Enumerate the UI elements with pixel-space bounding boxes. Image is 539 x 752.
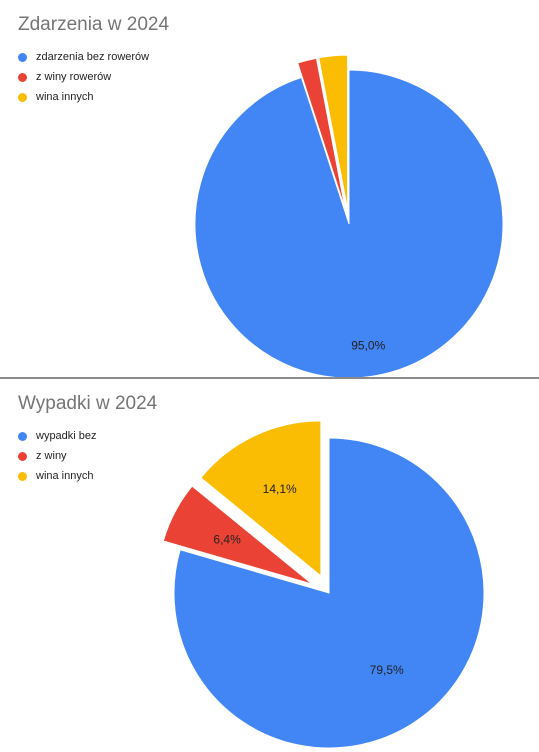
- slice-value-label: 6,4%: [213, 532, 241, 546]
- pie-slice-zdarzenia-bez-rowerow[interactable]: [194, 69, 504, 377]
- chart-panel-wypadki: Wypadki w 2024 wypadki bez z winy wina i…: [0, 379, 539, 752]
- legend-label: zdarzenia bez rowerów: [36, 51, 150, 63]
- legend-item[interactable]: zdarzenia bez rowerów: [18, 47, 149, 67]
- legend-swatch: [18, 52, 27, 62]
- legend-swatch: [18, 451, 27, 461]
- slice-value-label: 79,5%: [370, 663, 404, 677]
- legend-label: z winy: [36, 450, 67, 462]
- chart-panel-zdarzenia: Zdarzenia w 2024 zdarzenia bez rowerów z…: [18, 14, 504, 377]
- legend-label: wina innych: [36, 91, 94, 103]
- chart-title: Zdarzenia w 2024: [18, 14, 170, 35]
- legend-item[interactable]: z winy: [18, 446, 97, 466]
- chart-legend: wypadki bez z winy wina innych: [18, 426, 97, 486]
- legend-swatch: [18, 92, 27, 102]
- legend-item[interactable]: wina innych: [18, 466, 97, 486]
- pie-chart: 95,0%: [194, 54, 504, 377]
- slice-value-label: 95,0%: [351, 339, 385, 353]
- pie-slice-wina-innych[interactable]: [318, 54, 349, 210]
- pie-slice-z-winy[interactable]: [162, 485, 313, 585]
- slice-value-label: 14,1%: [263, 482, 297, 496]
- chart-divider: [0, 377, 539, 379]
- legend-item[interactable]: z winy rowerów: [18, 67, 149, 87]
- chart-title: Wypadki w 2024: [18, 393, 158, 414]
- legend-item[interactable]: wypadki bez: [18, 426, 97, 446]
- legend-swatch: [18, 72, 27, 82]
- pie-slice-z-winy-rowerow[interactable]: [297, 57, 346, 210]
- pie-chart: 79,5% 6,4% 14,1%: [162, 420, 485, 749]
- pie-slice-wina-innych[interactable]: [200, 420, 322, 577]
- chart-legend: zdarzenia bez rowerów z winy rowerów win…: [18, 47, 149, 107]
- legend-swatch: [18, 471, 27, 481]
- legend-label: wypadki bez: [36, 430, 97, 442]
- legend-label: z winy rowerów: [36, 71, 112, 83]
- pie-slice-wypadki-bez[interactable]: [173, 437, 485, 749]
- legend-item[interactable]: wina innych: [18, 87, 149, 107]
- legend-label: wina innych: [36, 470, 94, 482]
- legend-swatch: [18, 431, 27, 441]
